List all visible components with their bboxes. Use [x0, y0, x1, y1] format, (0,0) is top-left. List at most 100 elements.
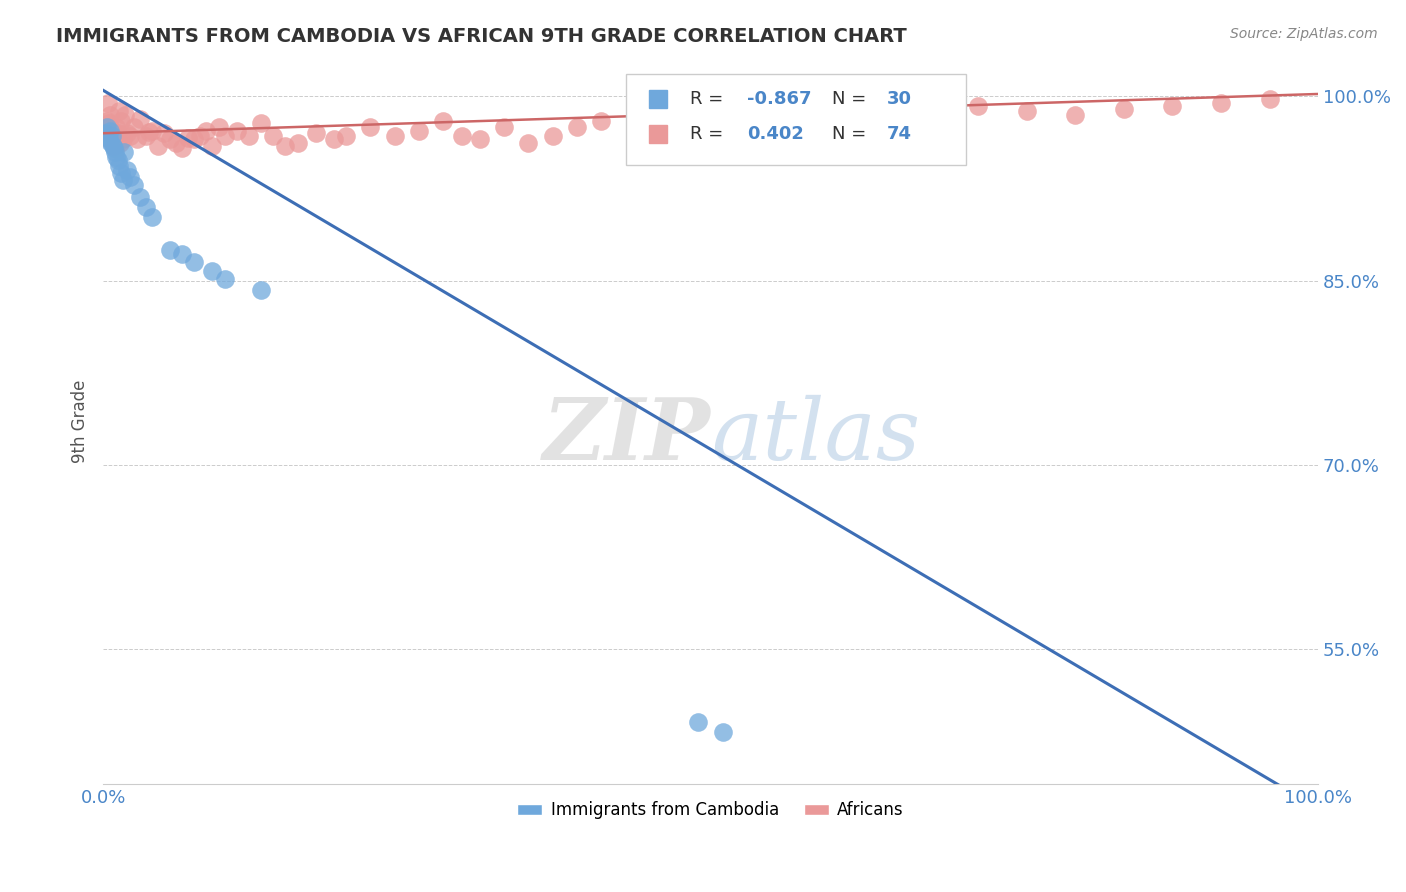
Point	[97, 130, 120, 145]
Point	[724, 108, 747, 122]
Point	[103, 141, 125, 155]
Point	[183, 255, 205, 269]
Point	[262, 128, 284, 143]
Point	[869, 108, 891, 122]
Legend: Immigrants from Cambodia, Africans: Immigrants from Cambodia, Africans	[510, 795, 911, 826]
Text: 74: 74	[887, 125, 912, 144]
Point	[135, 128, 157, 143]
Point	[108, 136, 131, 150]
Point	[1209, 95, 1232, 110]
Point	[96, 120, 118, 134]
Point	[141, 124, 163, 138]
Point	[104, 145, 127, 159]
Point	[450, 128, 472, 143]
Point	[118, 128, 141, 143]
Text: Source: ZipAtlas.com: Source: ZipAtlas.com	[1230, 27, 1378, 41]
Point	[287, 136, 309, 150]
Text: IMMIGRANTS FROM CAMBODIA VS AFRICAN 9TH GRADE CORRELATION CHART: IMMIGRANTS FROM CAMBODIA VS AFRICAN 9TH …	[56, 27, 907, 45]
Point	[98, 132, 121, 146]
Text: N =: N =	[832, 125, 872, 144]
Point	[651, 120, 673, 134]
Point	[105, 150, 128, 164]
Point	[159, 243, 181, 257]
Point	[127, 132, 149, 146]
Point	[104, 141, 127, 155]
Point	[225, 124, 247, 138]
Point	[177, 131, 200, 145]
Point	[172, 246, 194, 260]
Point	[541, 128, 564, 143]
Point	[201, 263, 224, 277]
Point	[101, 128, 124, 143]
Point	[128, 112, 150, 126]
Point	[274, 138, 297, 153]
Point	[408, 124, 430, 138]
Point	[100, 124, 122, 138]
Text: atlas: atlas	[710, 395, 920, 477]
Point	[688, 715, 710, 730]
Point	[305, 126, 328, 140]
Point	[141, 210, 163, 224]
Text: N =: N =	[832, 90, 872, 109]
Point	[153, 126, 176, 140]
Point	[110, 114, 132, 128]
Point	[214, 128, 236, 143]
Point	[918, 114, 941, 128]
Point	[627, 108, 650, 122]
Point	[1064, 108, 1087, 122]
Point	[494, 120, 516, 134]
Point	[117, 126, 139, 140]
FancyBboxPatch shape	[626, 74, 966, 165]
Text: 0.402: 0.402	[747, 125, 804, 144]
Point	[100, 124, 122, 138]
Point	[384, 128, 406, 143]
Point	[118, 170, 141, 185]
Point	[101, 138, 124, 153]
Text: 30: 30	[887, 90, 912, 109]
Point	[165, 136, 187, 150]
Point	[432, 114, 454, 128]
Point	[188, 128, 211, 143]
Point	[699, 116, 721, 130]
Point	[108, 160, 131, 174]
Point	[195, 124, 218, 138]
Point	[323, 132, 346, 146]
Point	[214, 272, 236, 286]
Point	[146, 138, 169, 153]
Point	[250, 116, 273, 130]
Text: R =: R =	[690, 90, 728, 109]
Point	[97, 95, 120, 110]
Point	[711, 725, 734, 739]
Point	[112, 145, 135, 159]
Point	[238, 128, 260, 143]
Point	[107, 153, 129, 168]
Point	[335, 128, 357, 143]
Point	[967, 99, 990, 113]
Point	[100, 108, 122, 122]
Text: ZIP: ZIP	[543, 394, 710, 478]
Point	[138, 125, 160, 139]
Point	[108, 104, 131, 119]
Point	[207, 120, 229, 134]
Point	[122, 178, 145, 192]
Point	[517, 136, 540, 150]
Y-axis label: 9th Grade: 9th Grade	[72, 380, 89, 463]
Point	[98, 116, 121, 130]
Point	[1258, 92, 1281, 106]
Point	[122, 120, 145, 134]
Point	[359, 120, 381, 134]
Point	[111, 132, 134, 146]
Point	[565, 120, 588, 134]
Point	[675, 124, 697, 138]
Point	[96, 114, 118, 128]
Point	[797, 120, 820, 134]
Text: -0.867: -0.867	[747, 90, 811, 109]
Point	[103, 138, 125, 153]
Point	[135, 200, 157, 214]
Point	[821, 104, 844, 119]
Point	[159, 132, 181, 146]
Point	[183, 132, 205, 146]
Point	[468, 132, 491, 146]
Point	[1161, 99, 1184, 113]
Point	[94, 120, 117, 134]
